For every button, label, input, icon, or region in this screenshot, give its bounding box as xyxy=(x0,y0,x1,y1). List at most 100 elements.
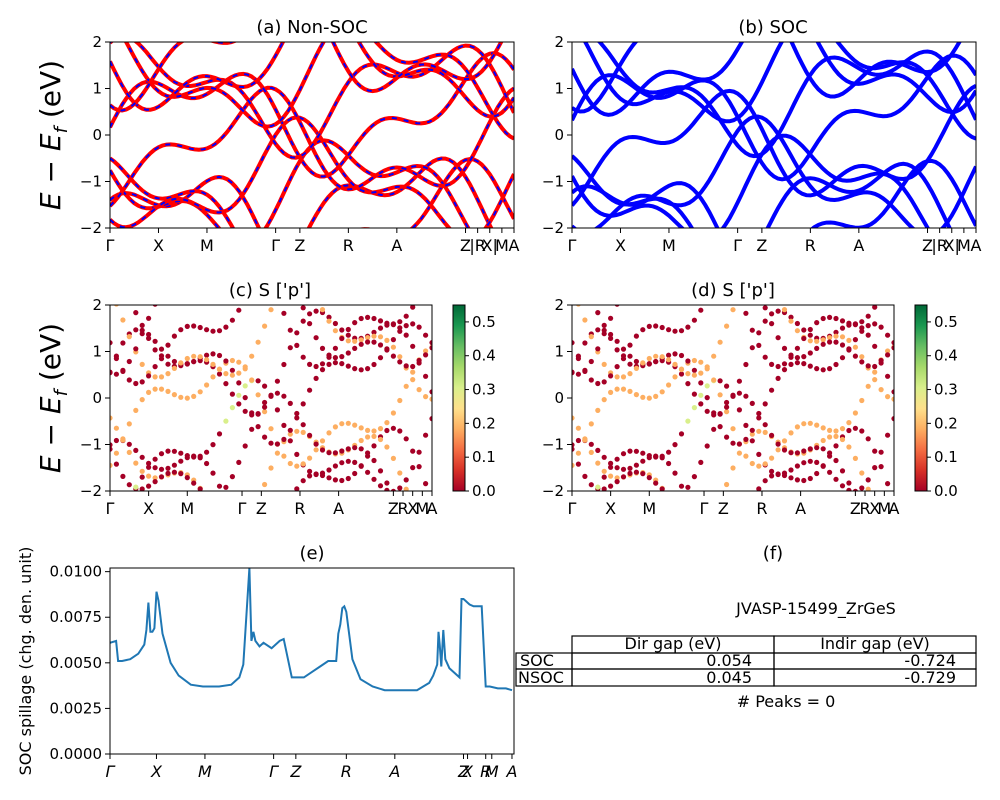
projection-point xyxy=(589,493,594,498)
projection-point xyxy=(345,332,351,338)
x-tick-label: R xyxy=(805,236,816,255)
projection-point xyxy=(152,479,158,485)
projection-point xyxy=(885,352,891,358)
projection-point xyxy=(262,434,268,440)
projection-point xyxy=(294,330,300,336)
projection-point xyxy=(608,335,614,341)
projection-point xyxy=(756,463,762,469)
projection-point xyxy=(339,335,345,342)
projection-point xyxy=(397,325,403,331)
projection-point xyxy=(165,465,171,471)
projection-point xyxy=(692,530,697,535)
projection-point xyxy=(872,377,878,383)
projection-point xyxy=(589,299,594,304)
projection-point xyxy=(672,374,678,380)
projection-point xyxy=(820,367,826,373)
projection-point xyxy=(230,515,235,520)
projection-point xyxy=(839,342,846,348)
projection-point xyxy=(274,441,280,447)
projection-point xyxy=(569,292,574,297)
projection-point xyxy=(678,352,685,359)
projection-point xyxy=(807,420,813,426)
projection-point xyxy=(730,440,736,446)
band-line-overlay xyxy=(124,42,514,140)
projection-point xyxy=(313,335,319,341)
panel-e-frame xyxy=(109,567,515,755)
projection-point xyxy=(879,293,884,298)
projection-point xyxy=(718,548,723,553)
projection-point xyxy=(210,470,216,476)
projection-point xyxy=(191,353,197,359)
projection-point xyxy=(807,332,813,338)
projection-point xyxy=(852,321,859,327)
projection-point xyxy=(891,266,896,271)
projection-point xyxy=(287,438,293,444)
projection-point xyxy=(601,474,607,480)
projection-point xyxy=(588,377,594,383)
projection-point xyxy=(229,372,235,378)
projection-point xyxy=(576,290,581,295)
y-tick-label: 0.0000 xyxy=(50,745,103,763)
projection-point xyxy=(601,397,607,403)
projection-point xyxy=(588,421,594,427)
projection-point xyxy=(627,388,633,394)
projection-point xyxy=(833,361,839,368)
projection-point xyxy=(191,323,197,329)
projection-point xyxy=(743,510,748,515)
panel-b-title: (b) SOC xyxy=(738,17,807,38)
projection-point xyxy=(620,346,627,352)
projection-point xyxy=(582,436,588,442)
projection-point xyxy=(300,478,306,484)
projection-point xyxy=(678,366,685,373)
projection-point xyxy=(659,486,665,491)
projection-point xyxy=(885,527,890,532)
band-line xyxy=(572,158,976,228)
projection-point xyxy=(185,282,190,287)
projection-point xyxy=(852,344,859,350)
band-line-overlay xyxy=(110,158,514,228)
projection-point xyxy=(756,486,762,491)
projection-point xyxy=(339,477,345,484)
x-tick-label: M xyxy=(415,499,429,518)
projection-point xyxy=(756,330,762,336)
projection-point xyxy=(397,359,403,365)
table-row-nsoc-indir: -0.729 xyxy=(904,668,956,687)
projection-point xyxy=(178,280,183,285)
x-tick-label: Γ xyxy=(106,236,115,255)
projection-point xyxy=(614,465,620,471)
projection-point xyxy=(216,328,223,334)
projection-point xyxy=(705,524,710,529)
projection-point xyxy=(833,457,839,464)
projection-point xyxy=(165,342,171,348)
projection-point xyxy=(120,292,125,297)
projection-point xyxy=(110,415,113,421)
projection-point xyxy=(839,426,846,432)
projection-point xyxy=(736,450,743,456)
projection-point xyxy=(229,317,235,323)
projection-point xyxy=(749,460,755,467)
projection-point xyxy=(358,337,364,343)
projection-point xyxy=(633,365,640,371)
projection-point xyxy=(262,544,267,549)
projection-point xyxy=(620,353,627,359)
projection-point xyxy=(572,462,575,468)
projection-point xyxy=(839,334,846,340)
projection-point xyxy=(820,341,826,347)
projection-point xyxy=(685,418,691,424)
y-tick-label: −2 xyxy=(80,482,102,500)
projection-point xyxy=(659,389,665,395)
projection-point xyxy=(859,325,865,331)
projection-point xyxy=(255,392,261,398)
panel-e-ylabel: SOC spillage (chg. den. unit) xyxy=(16,547,35,776)
projection-point xyxy=(113,450,119,456)
y-tick-label: 1 xyxy=(92,343,102,361)
projection-point xyxy=(429,345,432,351)
projection-point xyxy=(236,530,241,535)
projection-point xyxy=(743,310,749,316)
projection-point xyxy=(274,407,280,413)
projection-point xyxy=(133,484,139,490)
projection-point xyxy=(236,380,242,386)
x-tick-label: Γ xyxy=(106,762,116,781)
projection-point xyxy=(390,321,396,327)
